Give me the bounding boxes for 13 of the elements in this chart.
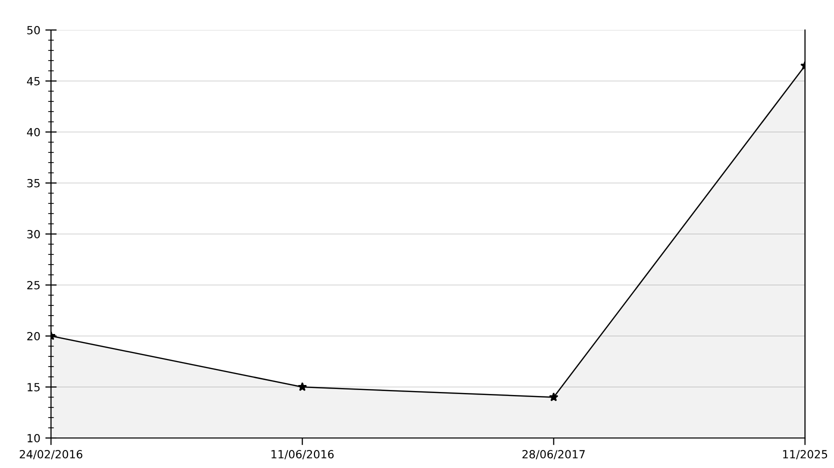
y-tick-label: 35	[27, 178, 40, 188]
y-tick-label: 45	[26, 77, 40, 86]
y-tick-label: 10	[28, 434, 40, 442]
x-tick-label: 28/06/2017	[522, 450, 585, 460]
y-tick-label: 20	[27, 332, 40, 340]
y-tick-label: 15	[28, 383, 40, 392]
y-tick-label: 50	[27, 26, 40, 34]
y-tick-label: 25	[27, 280, 40, 290]
x-tick-label: 24/02/2016	[20, 450, 82, 460]
x-tick-label: 11/2025	[783, 450, 828, 460]
y-tick-label: 40	[26, 128, 40, 136]
x-tick-label: 11/06/2016	[272, 450, 334, 460]
y-tick-label: 30	[27, 230, 40, 238]
